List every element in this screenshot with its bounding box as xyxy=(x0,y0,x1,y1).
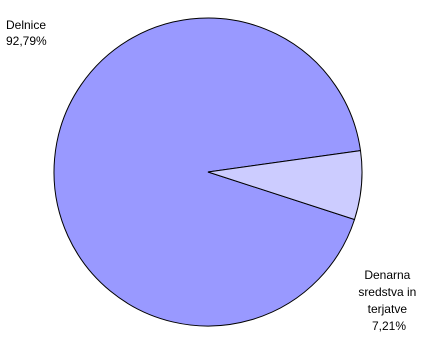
slice-delnice xyxy=(53,17,362,327)
slice-label-delnice: Delnice 92,79% xyxy=(6,18,49,48)
slice-denarna-sredstva xyxy=(207,150,363,221)
pie-slices xyxy=(53,17,363,327)
slice-label-denarna-sredstva: Denarna sredstva in terjatve 7,21% xyxy=(358,268,419,333)
